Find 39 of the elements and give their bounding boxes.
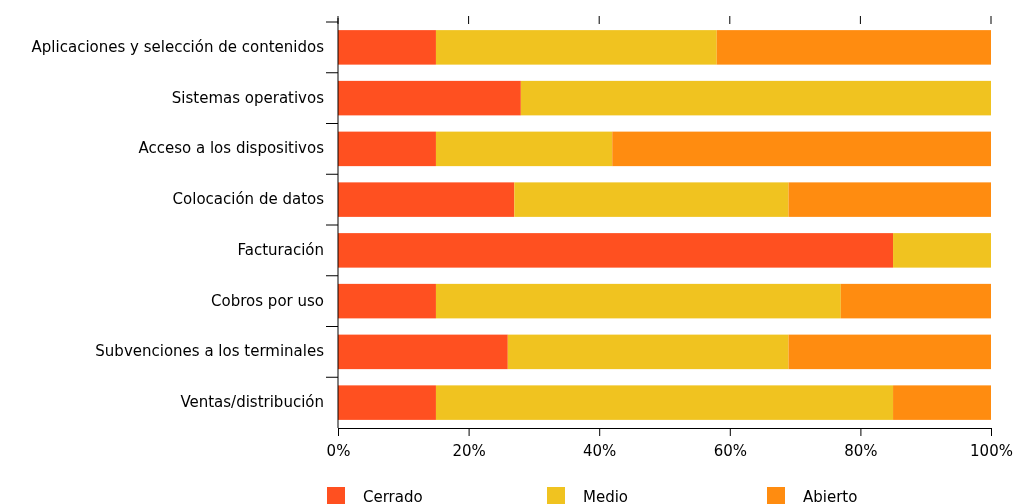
bar	[338, 233, 894, 268]
x-tick-label: 80%	[844, 441, 878, 460]
bar	[435, 131, 613, 167]
x-tick-label: 60%	[713, 441, 747, 460]
y-tick-label: Sistemas operativos	[171, 88, 325, 107]
bar	[514, 182, 789, 217]
bar	[338, 334, 508, 370]
bar	[840, 283, 991, 319]
bar	[435, 385, 894, 420]
bar	[507, 334, 789, 370]
x-tick-label: 0%	[326, 441, 351, 460]
bar	[338, 385, 436, 420]
y-tick-label: Ventas/distribución	[180, 393, 324, 412]
bar	[435, 30, 717, 65]
y-tick-label: Subvenciones a los terminales	[95, 342, 325, 361]
bar	[338, 80, 521, 116]
y-tick-label: Acceso a los dispositivos	[138, 139, 325, 158]
bar	[893, 385, 991, 420]
legend-label: Medio	[583, 487, 629, 504]
bar	[893, 233, 991, 268]
x-tick-label: 100%	[970, 441, 1013, 460]
x-tick-label: 20%	[452, 441, 486, 460]
bar	[788, 334, 991, 370]
y-tick-label: Facturación	[237, 240, 324, 259]
y-tick-label: Aplicaciones y selección de contenidos	[31, 37, 325, 56]
bar	[788, 182, 991, 217]
bar	[435, 283, 841, 319]
bar	[338, 30, 436, 65]
bar	[338, 182, 515, 217]
x-tick-label: 40%	[583, 441, 617, 460]
bar	[338, 131, 436, 167]
legend-label: Abierto	[803, 487, 858, 504]
y-tick-label: Colocación de datos	[172, 190, 325, 209]
bar	[716, 30, 991, 65]
bar	[520, 80, 991, 116]
bar	[338, 283, 436, 319]
bar	[612, 131, 991, 167]
legend-label: Cerrado	[363, 487, 423, 504]
y-tick-label: Cobros por uso	[211, 291, 324, 310]
